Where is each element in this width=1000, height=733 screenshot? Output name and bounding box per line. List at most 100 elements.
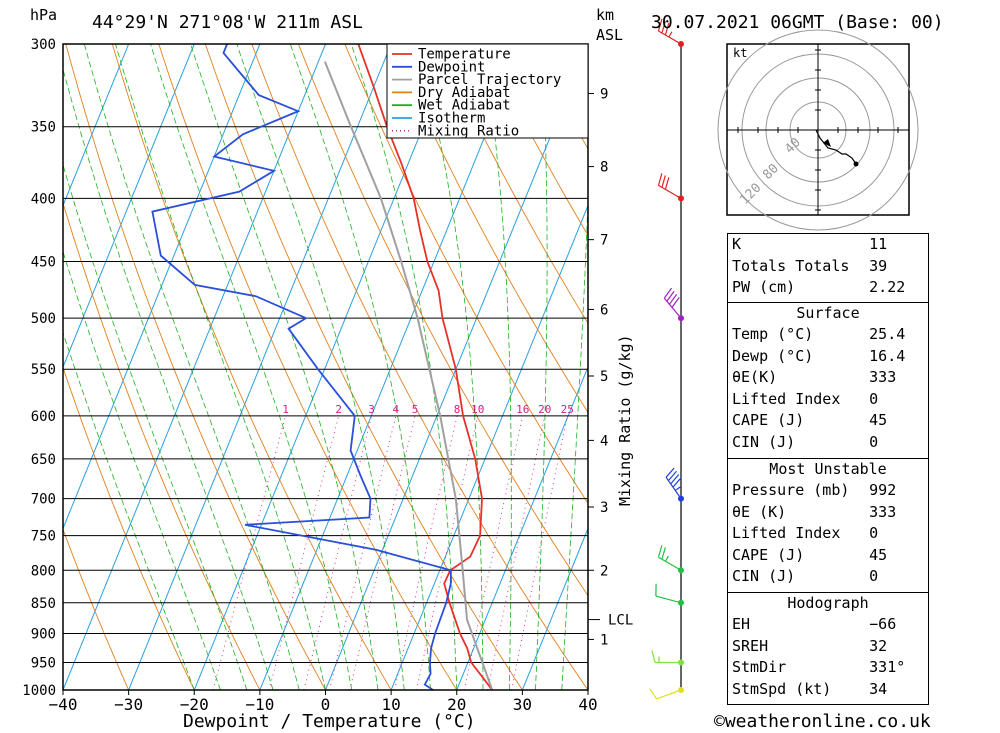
wind-barb xyxy=(657,545,684,574)
index-label: Pressure (mb) xyxy=(732,481,850,499)
index-row: K 11 xyxy=(728,234,928,256)
dewpoint-line xyxy=(151,44,452,690)
index-value: 0 xyxy=(869,389,879,408)
x-tick-label: −20 xyxy=(180,695,209,714)
wet-adiabat-line xyxy=(115,44,326,690)
x-tick-label: 40 xyxy=(578,695,597,714)
dry-adiabat-line xyxy=(204,44,523,690)
dry-adiabat-line xyxy=(437,44,588,325)
km-tick-label: 7 xyxy=(600,233,608,249)
index-row: Temp (°C) 25.4 xyxy=(728,324,928,346)
x-axis-label: Dewpoint / Temperature (°C) xyxy=(183,711,476,732)
x-tick-label: −10 xyxy=(245,695,274,714)
x-tick-label: 30 xyxy=(513,695,532,714)
index-value: 331° xyxy=(869,658,906,676)
mixing-ratio-line xyxy=(349,415,416,690)
dry-adiabat-line xyxy=(483,44,588,237)
index-value: 0 xyxy=(869,432,879,451)
index-row: CIN (J) 0 xyxy=(728,566,928,588)
legend-label: Dry Adiabat xyxy=(418,85,511,101)
pressure-tick-label: 300 xyxy=(31,37,56,53)
index-row: CAPE (J) 45 xyxy=(728,410,928,432)
index-value: 25.4 xyxy=(869,325,906,343)
pressure-tick-label: 800 xyxy=(31,563,56,579)
pressure-tick-label: 400 xyxy=(31,191,56,207)
hodograph-trace xyxy=(815,129,857,165)
isotherm-line xyxy=(390,204,588,690)
index-label: Totals Totals xyxy=(732,256,850,275)
datetime-title: 30.07.2021 06GMT (Base: 00) xyxy=(651,12,944,33)
wet-adiabat-line xyxy=(236,44,405,690)
index-value: 45 xyxy=(869,545,888,564)
index-row: θE(K) 333 xyxy=(728,367,928,389)
isotherm-line xyxy=(63,44,195,369)
index-value: 2.22 xyxy=(869,278,906,296)
pressure-tick-label: 700 xyxy=(31,492,56,508)
legend-label: Mixing Ratio xyxy=(418,123,519,139)
storm-motion-arrow xyxy=(823,139,831,147)
dry-adiabat-line xyxy=(111,44,392,690)
isotherm-line xyxy=(63,44,130,207)
index-row: SREH 32 xyxy=(728,636,928,658)
wind-barb xyxy=(665,467,684,502)
wet-adiabat-line xyxy=(561,189,588,690)
index-row: CIN (J) 0 xyxy=(728,432,928,454)
index-label: CAPE (J) xyxy=(732,411,805,429)
index-row: StmDir 331° xyxy=(728,657,928,679)
index-value: 34 xyxy=(869,679,888,698)
legend-label: Dewpoint xyxy=(418,59,485,75)
isotherm-line xyxy=(63,44,326,690)
mixing-ratio-line xyxy=(268,415,340,690)
dry-adiabat-line xyxy=(158,44,458,690)
dry-adiabat-line xyxy=(996,44,1000,690)
isotherm-line xyxy=(325,44,588,690)
hodograph-indices-box: Hodograph EH −66 SREH 32 StmDir 331° StmSpd (k… xyxy=(727,592,929,705)
dry-adiabat-line xyxy=(344,44,588,505)
index-label: Lifted Index xyxy=(732,389,841,408)
mixing-ratio-label: 4 xyxy=(392,403,399,416)
x-tick-label: 10 xyxy=(381,695,400,714)
index-label: K xyxy=(732,235,742,253)
index-label: Lifted Index xyxy=(732,524,841,542)
dry-adiabat-line xyxy=(251,44,588,690)
hpa-label: hPa xyxy=(30,6,57,24)
mixing-ratio-label: 2 xyxy=(335,403,342,416)
index-row: θE (K) 333 xyxy=(728,502,928,524)
mixing-ratio-label: 8 xyxy=(454,403,461,416)
index-value: 333 xyxy=(869,502,897,521)
pressure-tick-label: 500 xyxy=(31,311,56,327)
mixing-ratio-label: 25 xyxy=(561,403,574,416)
dry-adiabat-line xyxy=(63,366,195,690)
copyright-credit: ©weatheronline.co.uk xyxy=(714,711,931,732)
pressure-tick-label: 1000 xyxy=(22,683,56,699)
legend-label: Parcel Trajectory xyxy=(418,72,561,88)
parcel-trajectory-line xyxy=(323,61,494,690)
x-tick-label: 20 xyxy=(447,695,466,714)
index-value: 45 xyxy=(869,411,888,429)
mixing-ratio-line xyxy=(303,415,373,690)
dry-adiabat-line xyxy=(390,44,588,414)
most-unstable-title: Most Unstable xyxy=(769,460,887,478)
wet-adiabat-line xyxy=(416,44,484,690)
x-tick-label: −30 xyxy=(114,695,143,714)
km-tick-label: 3 xyxy=(600,500,608,516)
index-row: StmSpd (kt) 34 xyxy=(728,679,928,701)
lcl-label: LCL xyxy=(608,613,633,629)
wet-adiabat-line xyxy=(535,44,548,690)
index-label: CIN (J) xyxy=(732,567,796,585)
hodograph-ring xyxy=(717,29,919,231)
pressure-tick-label: 600 xyxy=(31,409,56,425)
wet-adiabat-line xyxy=(150,44,353,690)
surface-title: Surface xyxy=(796,304,860,322)
mixing-ratio-label: 5 xyxy=(412,403,419,416)
km-tick-label: 1 xyxy=(600,632,608,648)
km-tick-label: 6 xyxy=(600,302,608,318)
index-label: CIN (J) xyxy=(732,432,796,451)
km-tick-label: 9 xyxy=(600,87,608,103)
pressure-tick-label: 450 xyxy=(31,255,56,271)
isotherm-line xyxy=(128,44,392,690)
km-label: km xyxy=(596,6,614,24)
pressure-tick-label: 750 xyxy=(31,529,56,545)
index-row: EH −66 xyxy=(728,614,928,636)
wet-adiabat-line xyxy=(350,44,458,690)
